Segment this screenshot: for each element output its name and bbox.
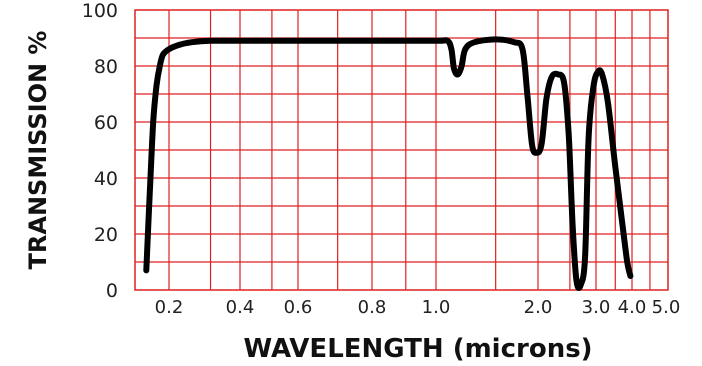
x-tick-label: 0.8 [358,297,387,318]
y-tick-label: 40 [94,168,118,190]
y-tick-label: 80 [94,56,118,78]
transmission-curve [143,36,634,292]
x-axis-ticks: 0.2 0.4 0.6 0.8 1.0 2.0 3.0 4.0 5.0 [155,297,681,318]
x-tick-label: 5.0 [652,297,681,318]
y-axis-ticks: 0 20 40 60 80 100 [82,0,118,302]
y-tick-label: 60 [94,112,118,134]
x-tick-label: 3.0 [582,297,611,318]
chart-curve-layer [143,36,634,292]
y-tick-label: 100 [82,0,118,22]
x-axis-label: WAVELENGTH (microns) [243,334,592,364]
y-tick-label: 20 [94,224,118,246]
y-axis-label: TRANSMISSION % [24,31,52,270]
x-tick-label: 0.4 [226,297,255,318]
x-tick-label: 0.2 [155,297,184,318]
x-tick-label: 0.6 [284,297,313,318]
x-tick-label: 1.0 [422,297,451,318]
chart-grid [134,9,669,291]
x-tick-label: 2.0 [524,297,553,318]
y-tick-label: 0 [106,280,118,302]
x-tick-label: 4.0 [618,297,647,318]
